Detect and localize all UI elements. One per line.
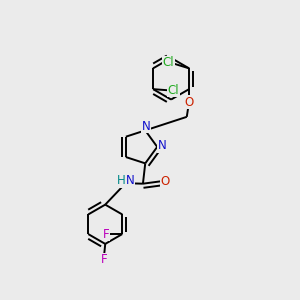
Text: O: O xyxy=(184,96,193,109)
Text: N: N xyxy=(142,120,151,133)
Text: O: O xyxy=(161,175,170,188)
Text: N: N xyxy=(158,140,167,152)
Text: Cl: Cl xyxy=(168,84,179,97)
Text: F: F xyxy=(101,253,107,266)
Text: F: F xyxy=(103,228,110,241)
Text: H: H xyxy=(117,174,126,187)
Text: N: N xyxy=(125,174,134,187)
Text: Cl: Cl xyxy=(163,56,174,69)
